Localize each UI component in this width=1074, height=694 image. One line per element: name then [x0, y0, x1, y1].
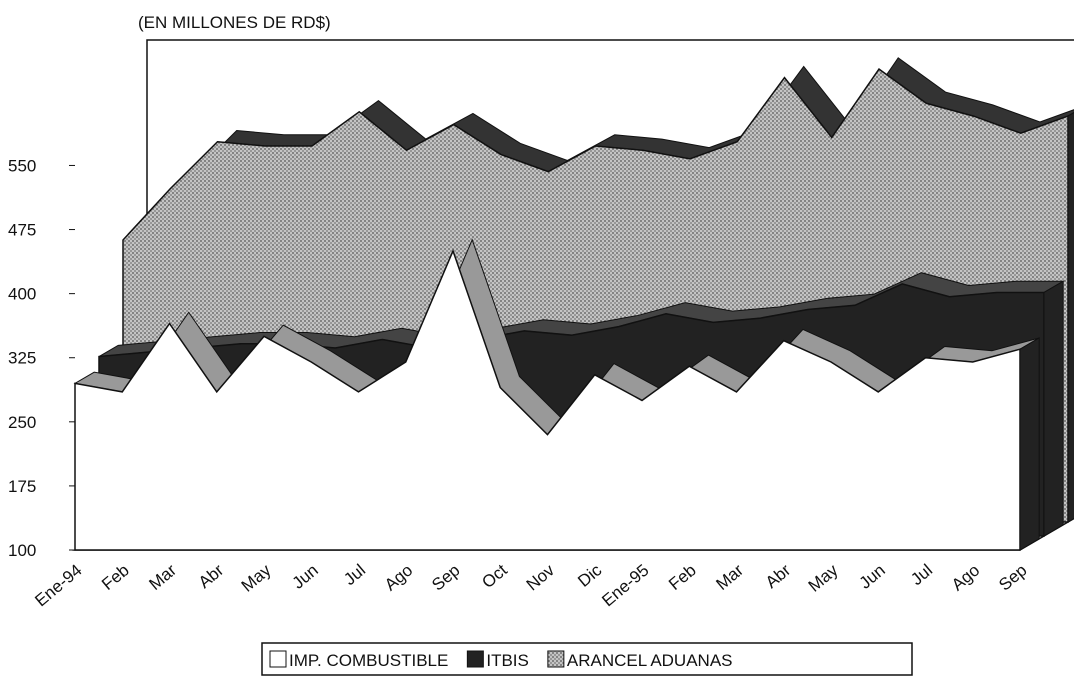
x-tick-label: Mar: [712, 560, 747, 594]
area-side: [1019, 337, 1040, 551]
legend-label: IMP. COMBUSTIBLE: [289, 651, 448, 670]
area-side: [1067, 112, 1074, 523]
legend-swatch: [547, 650, 565, 668]
legend-frame: [261, 642, 913, 676]
x-tick-label: May: [805, 560, 842, 596]
x-tick-label: Jun: [289, 561, 322, 593]
legend-swatch: [269, 650, 287, 668]
x-tick-label: Jun: [856, 561, 889, 593]
x-tick-label: Jul: [907, 561, 936, 590]
y-tick-label: 325: [8, 349, 36, 368]
area: [74, 248, 1021, 551]
x-tick-label: Mar: [145, 560, 180, 594]
x-tick-label: Nov: [523, 560, 559, 594]
y-tick-label: 475: [8, 221, 36, 240]
x-tick-label: Sep: [995, 561, 1030, 595]
legend-label: ITBIS: [486, 651, 529, 670]
x-tick-label: May: [238, 560, 275, 596]
chart-title: (EN MILLONES DE RD$): [138, 13, 331, 32]
x-tick-label: Ago: [948, 561, 983, 595]
x-tick-label: Sep: [428, 561, 463, 595]
y-tick-label: 100: [8, 541, 36, 560]
x-tick-label: Ene-95: [598, 561, 652, 611]
area-side: [1043, 280, 1064, 537]
x-tick-label: Abr: [195, 560, 228, 592]
x-tick-label: Feb: [98, 561, 133, 594]
y-tick-label: 175: [8, 477, 36, 496]
x-tick-label: Jul: [340, 561, 369, 590]
y-tick-label: 550: [8, 156, 36, 175]
legend-label: ARANCEL ADUANAS: [567, 651, 733, 670]
x-tick-label: Oct: [478, 560, 511, 592]
x-tick-label: Feb: [665, 561, 700, 594]
x-tick-label: Ene-94: [31, 561, 85, 611]
x-tick-label: Ago: [381, 561, 416, 595]
x-tick-label: Abr: [762, 560, 795, 592]
x-tick-label: Dic: [574, 560, 605, 591]
y-tick-label: 400: [8, 285, 36, 304]
y-tick-label: 250: [8, 413, 36, 432]
legend: IMP. COMBUSTIBLE ITBIS ARANCEL ADUANAS: [261, 642, 913, 676]
legend-swatch: [466, 650, 484, 668]
